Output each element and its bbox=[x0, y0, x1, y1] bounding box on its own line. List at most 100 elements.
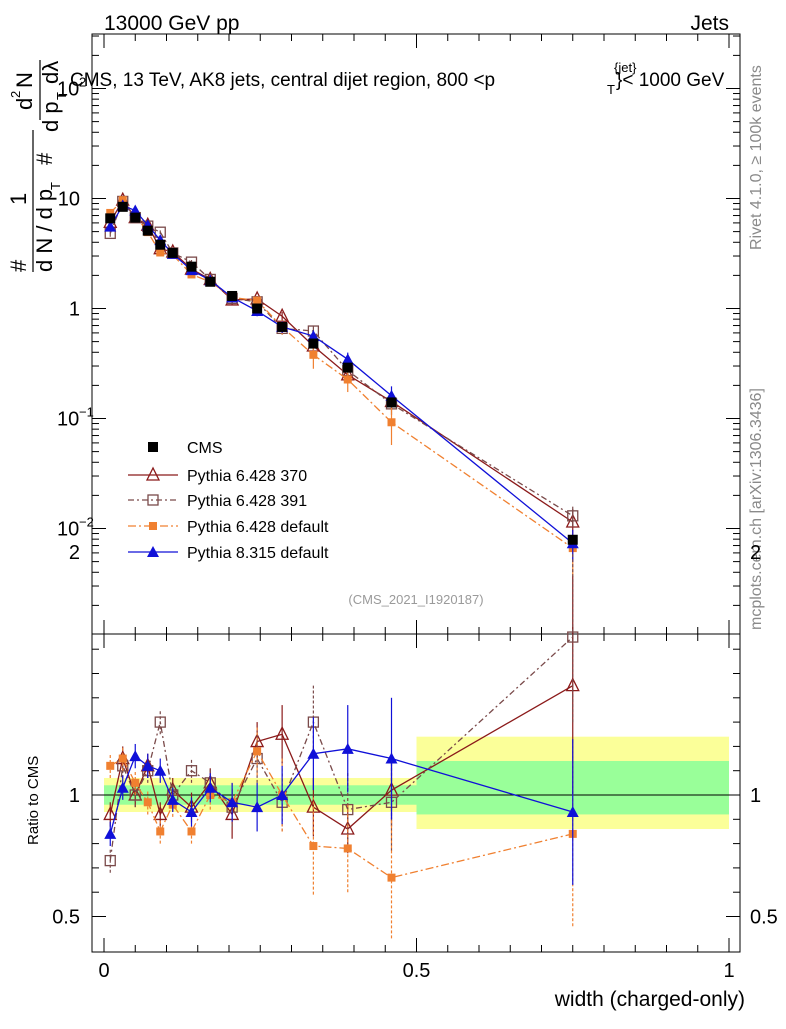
ylabel-dn-denominator: d N / d p bbox=[32, 189, 57, 272]
x-tick-label: 0.5 bbox=[403, 960, 431, 982]
title-main: CMS, 13 TeV, AK8 jets, central dijet reg… bbox=[70, 70, 495, 91]
main-point bbox=[343, 375, 352, 384]
ratio-point bbox=[187, 827, 196, 836]
main-series-line bbox=[109, 200, 574, 517]
ratio-y-axis: 0.5 0.5 1 1 2 2 bbox=[52, 542, 778, 929]
main-y-tick-label: 10 bbox=[58, 189, 80, 211]
main-y-tick-label: 10 bbox=[57, 409, 79, 431]
ratio-point bbox=[185, 806, 198, 818]
main-point bbox=[253, 296, 262, 305]
legend-label: CMS bbox=[187, 440, 223, 457]
beam-label: 13000 GeV pp bbox=[104, 12, 239, 35]
main-cms-point bbox=[252, 303, 263, 314]
ylabel-hash1: # bbox=[6, 259, 31, 272]
main-series-line bbox=[109, 199, 574, 549]
main-y-tick-exponent: −1 bbox=[79, 405, 94, 420]
main-point bbox=[309, 350, 318, 359]
ylabel-dp: d p bbox=[38, 101, 63, 132]
ratio-point bbox=[385, 752, 398, 764]
main-series-layer bbox=[103, 191, 580, 577]
main-y-tick-exponent: 2 bbox=[79, 75, 86, 90]
ratio-point bbox=[154, 716, 166, 728]
main-y-tick-label: 10 bbox=[57, 79, 79, 101]
rivet-version-label: Rivet 4.1.0, ≥ 100k events bbox=[748, 65, 765, 250]
ylabel-n: N bbox=[12, 72, 37, 88]
ylabel-one: 1 bbox=[6, 193, 31, 205]
main-cms-point bbox=[386, 397, 397, 408]
legend-marker bbox=[147, 546, 159, 557]
main-cms-point bbox=[117, 201, 128, 212]
ylabel-dlambda: dλ bbox=[38, 61, 63, 84]
svg-text:CMS, 13 TeV, AK8 jets, central: CMS, 13 TeV, AK8 jets, central dijet reg… bbox=[70, 70, 495, 91]
ratio-y-tick-label-right: 2 bbox=[750, 542, 761, 564]
main-cms-point bbox=[342, 362, 353, 373]
main-plot-frame bbox=[91, 33, 741, 635]
ylabel-hash2: # bbox=[32, 152, 57, 165]
ratio-point bbox=[343, 844, 352, 853]
legend-entry-0: CMS bbox=[148, 440, 223, 457]
ratio-y-tick-label-left: 0.5 bbox=[52, 907, 80, 929]
ratio-point bbox=[116, 781, 129, 793]
ratio-y-tick-label-left: 2 bbox=[69, 542, 80, 564]
ratio-point bbox=[156, 827, 165, 836]
ylabel-sub-t1: T bbox=[48, 182, 63, 190]
ratio-point bbox=[567, 631, 579, 643]
ratio-point bbox=[153, 805, 168, 821]
category-label: Jets bbox=[690, 12, 729, 35]
ratio-point bbox=[141, 759, 154, 771]
main-cms-point bbox=[308, 338, 319, 349]
main-cms-point bbox=[105, 213, 116, 224]
main-cms-point bbox=[186, 261, 197, 272]
ratio-series-layer bbox=[103, 552, 580, 939]
legend-marker bbox=[149, 522, 157, 530]
legend-entry-2: Pythia 6.428 391 bbox=[128, 493, 307, 510]
ylabel-sub-t2: T bbox=[54, 92, 69, 100]
main-y-tick-label: 10 bbox=[57, 519, 79, 541]
ratio-point bbox=[103, 805, 118, 821]
main-point bbox=[156, 248, 165, 257]
legend-entry-1: Pythia 6.428 370 bbox=[128, 466, 307, 485]
ratio-point bbox=[309, 842, 318, 851]
ratio-point bbox=[204, 781, 217, 793]
main-point bbox=[387, 418, 396, 427]
ratio-point bbox=[276, 789, 289, 800]
main-cms-point bbox=[155, 239, 166, 250]
main-series-cms bbox=[105, 201, 578, 545]
ratio-point bbox=[129, 750, 142, 762]
main-point bbox=[104, 220, 117, 232]
title-subscript: T bbox=[607, 82, 615, 97]
main-y-tick-exponent: −2 bbox=[79, 515, 94, 530]
main-cms-point bbox=[130, 212, 141, 223]
ratio-point bbox=[387, 873, 396, 882]
ratio-point bbox=[143, 798, 152, 807]
legend-marker bbox=[148, 442, 158, 452]
ratio-point bbox=[275, 725, 290, 740]
main-cms-point bbox=[277, 321, 288, 332]
legend-marker bbox=[147, 494, 159, 506]
ratio-point bbox=[566, 806, 579, 818]
main-point bbox=[307, 330, 320, 342]
ratio-point bbox=[131, 778, 140, 787]
x-axis: 0 0.5 1 bbox=[98, 34, 735, 982]
ratio-y-tick-label-right: 1 bbox=[750, 785, 761, 807]
main-point bbox=[106, 208, 115, 217]
ratio-point bbox=[185, 765, 198, 777]
chart-title: CMS, 13 TeV, AK8 jets, central dijet reg… bbox=[70, 60, 725, 97]
ratio-point bbox=[118, 754, 127, 763]
ylabel-two: 2 bbox=[8, 91, 23, 98]
main-series-line bbox=[109, 198, 574, 523]
ratio-point bbox=[226, 796, 239, 808]
x-tick-label: 1 bbox=[723, 960, 734, 982]
ylabel-d: d bbox=[12, 98, 37, 110]
title-tail: }< 1000 GeV bbox=[616, 70, 725, 91]
x-axis-label: width (charged-only) bbox=[554, 988, 745, 1011]
ratio-point bbox=[104, 854, 116, 867]
source-label: mcplots.cern.ch [arXiv:1306.3436] bbox=[748, 388, 765, 630]
ratio-series-3 bbox=[104, 697, 579, 885]
legend-label: Pythia 6.428 370 bbox=[187, 468, 307, 485]
ratio-point bbox=[341, 742, 354, 754]
main-cms-point bbox=[205, 276, 216, 287]
ratio-point bbox=[251, 801, 264, 813]
ratio-y-tick-label-left: 1 bbox=[69, 785, 80, 807]
